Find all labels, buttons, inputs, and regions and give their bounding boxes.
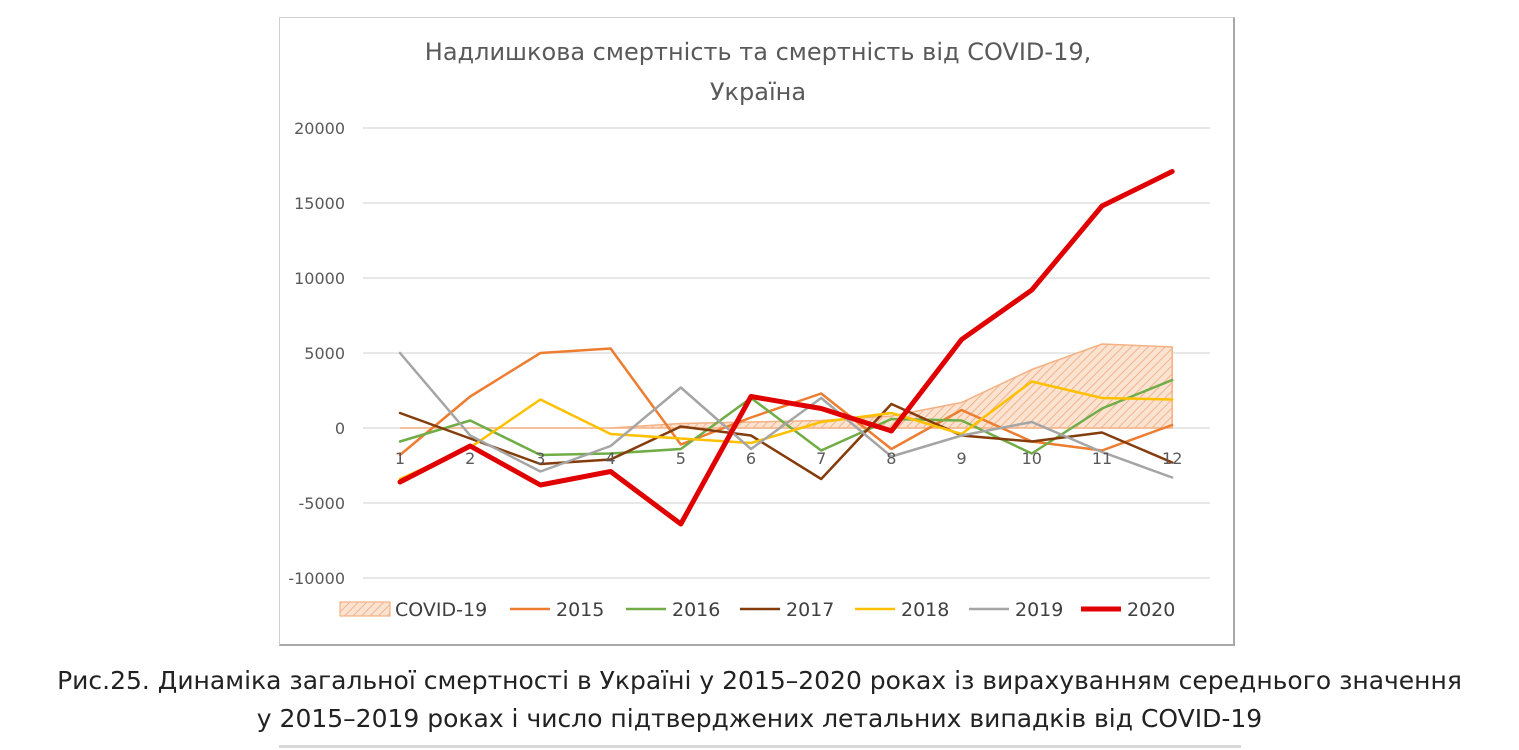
legend-label: 2018 <box>901 599 949 621</box>
series-line-2019 <box>398 351 1174 479</box>
x-tick-label: 6 <box>746 449 756 468</box>
x-tick-label: 3 <box>535 449 545 468</box>
legend-item-2020: 2020 <box>1081 599 1175 621</box>
x-tick-label: 9 <box>957 449 967 468</box>
legend-item-COVID-19: COVID-19 <box>339 599 487 621</box>
legend-label: 2015 <box>556 599 604 621</box>
caption-line-2: у 2015–2019 роках і число підтверджених … <box>256 704 1263 733</box>
legend-swatch-covid <box>339 601 391 617</box>
x-tick-label: 5 <box>676 449 686 468</box>
legend-label: 2019 <box>1015 599 1063 621</box>
bottom-divider <box>279 745 1241 748</box>
legend-label: 2017 <box>786 599 834 621</box>
y-tick-label: 10000 <box>294 269 345 288</box>
x-tick-label: 1 <box>395 449 405 468</box>
legend-item-2019: 2019 <box>969 599 1063 621</box>
legend-label: 2016 <box>672 599 720 621</box>
legend-item-2018: 2018 <box>855 599 949 621</box>
x-tick-label: 2 <box>465 449 475 468</box>
y-tick-label: 0 <box>335 419 345 438</box>
x-tick-label: 7 <box>816 449 826 468</box>
y-tick-label: -5000 <box>299 494 346 513</box>
caption-line-1: Рис.25. Динаміка загальної смертності в … <box>57 666 1462 695</box>
series-line-2020 <box>397 169 1175 527</box>
chart-title-line-2: Україна <box>710 78 806 106</box>
y-tick-label: 15000 <box>294 194 345 213</box>
y-tick-label: 5000 <box>304 344 345 363</box>
chart-title-line-1: Надлишкова смертність та смертність від … <box>425 38 1091 66</box>
y-tick-label: -10000 <box>288 569 345 588</box>
legend-item-2015: 2015 <box>510 599 604 621</box>
legend-item-2017: 2017 <box>740 599 834 621</box>
x-tick-label: 12 <box>1162 449 1182 468</box>
x-tick-label: 4 <box>606 449 616 468</box>
x-tick-label: 10 <box>1022 449 1042 468</box>
series-line-2018 <box>398 380 1174 481</box>
legend-label: 2020 <box>1127 599 1175 621</box>
x-tick-label: 8 <box>886 449 896 468</box>
series-line-2017 <box>398 402 1174 481</box>
x-tick-label: 11 <box>1092 449 1112 468</box>
series-line-2015 <box>398 347 1174 457</box>
legend-item-2016: 2016 <box>626 599 720 621</box>
y-tick-label: 20000 <box>294 119 345 138</box>
figure-caption: Рис.25. Динаміка загальної смертності в … <box>0 662 1519 738</box>
legend-label: COVID-19 <box>395 599 487 621</box>
